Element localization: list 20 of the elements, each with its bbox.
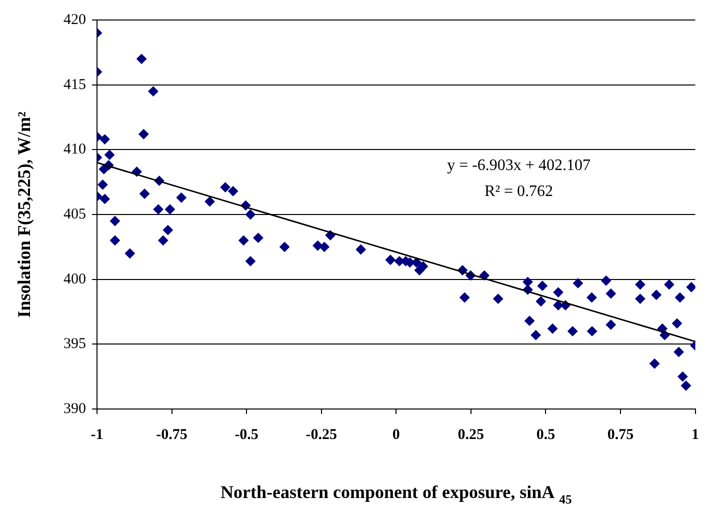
x-tick-label: -0.25 xyxy=(306,426,337,443)
annotation: R² = 0.762 xyxy=(484,183,554,200)
x-tick-label: 0.25 xyxy=(458,426,484,443)
x-tick-label: 0.75 xyxy=(607,426,634,443)
y-tick-label: 420 xyxy=(64,12,86,28)
y-tick-label: 390 xyxy=(64,400,86,417)
x-tick-label: -0.5 xyxy=(234,426,258,443)
y-tick-label: 415 xyxy=(64,76,86,93)
y-tick-label: 395 xyxy=(64,336,86,352)
x-tick-label: 0.5 xyxy=(536,426,556,443)
y-axis-title: Insolation F(35,225), W/m² xyxy=(14,112,34,318)
y-tick-label: 405 xyxy=(64,206,86,222)
annotation: y = -6.903x + 402.107 xyxy=(447,157,590,174)
x-tick-label: -0.75 xyxy=(156,426,188,443)
x-tick-label: -1 xyxy=(90,426,104,443)
y-tick-label: 410 xyxy=(64,142,86,158)
x-axis-title: North-eastern component of exposure, sinA 45 xyxy=(220,482,572,506)
x-tick-label: 1 xyxy=(692,426,699,443)
x-tick-label: 0 xyxy=(392,426,400,443)
y-tick-label: 400 xyxy=(64,271,86,288)
